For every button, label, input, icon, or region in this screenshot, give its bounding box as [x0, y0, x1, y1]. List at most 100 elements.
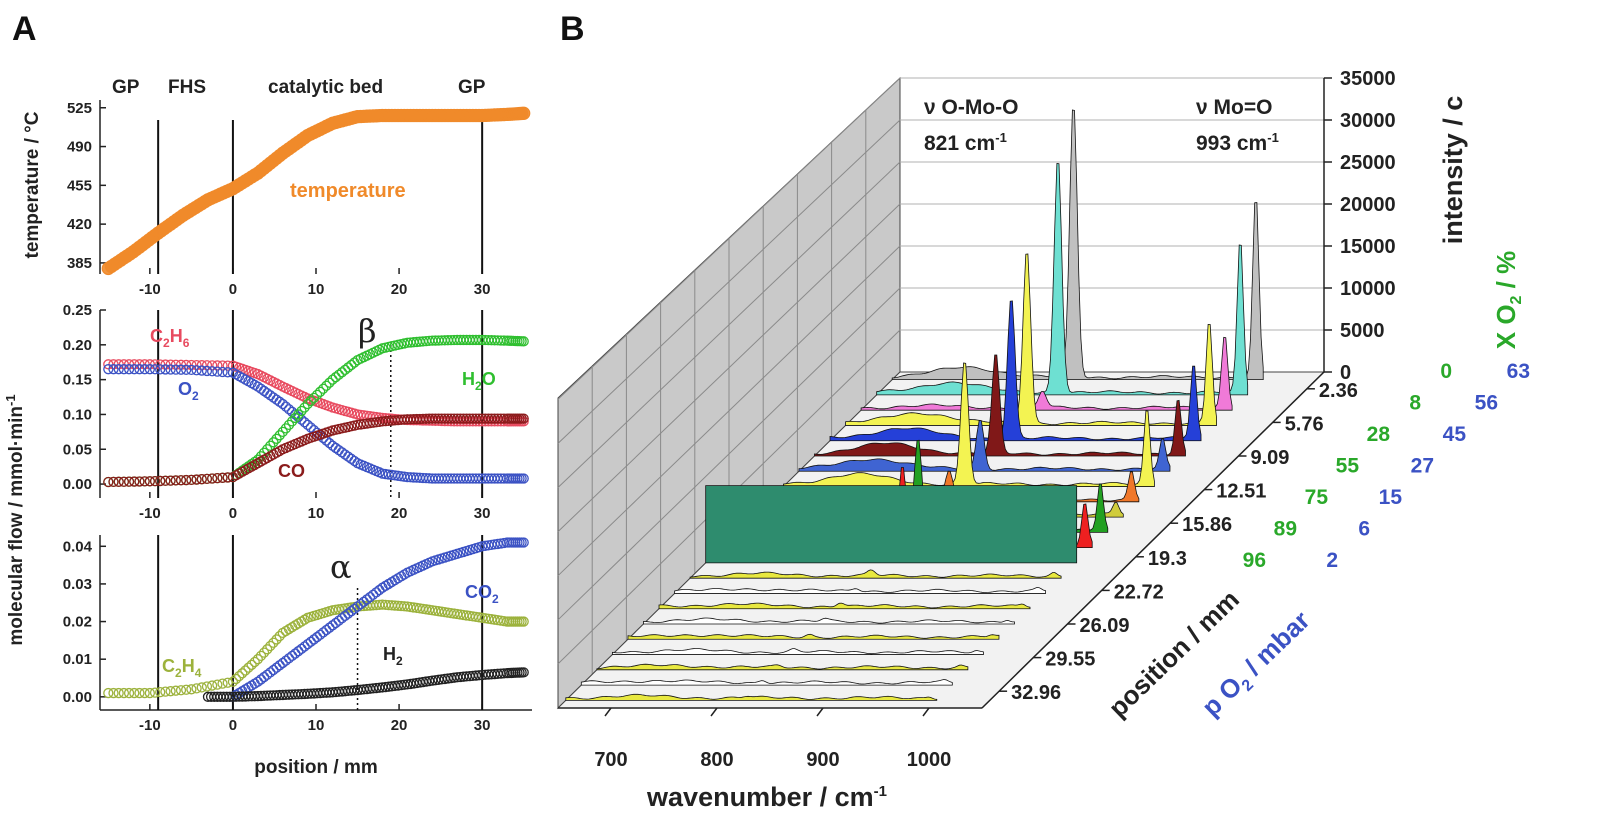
position-tick-label: 29.55 — [1045, 649, 1095, 671]
mo-value: 993 cm-1 — [1196, 130, 1279, 155]
data-point — [318, 383, 329, 394]
x-tick-label: 30 — [474, 281, 491, 298]
data-point — [212, 360, 223, 371]
series-c2h4 — [103, 599, 529, 699]
intensity-axis-label: intensity / c — [1438, 96, 1468, 245]
data-point — [123, 687, 135, 699]
y-tick-label: 0.01 — [63, 651, 92, 668]
middle-y-ticks: 0.00 0.05 0.10 0.15 0.20 0.25 — [63, 302, 106, 493]
data-point — [333, 444, 344, 456]
c2h6-label: C2H6 — [150, 326, 190, 350]
omo-annotation: ν O-Mo-O — [924, 96, 1019, 119]
spectrum-22 — [565, 693, 938, 701]
data-point — [149, 475, 161, 487]
series-h2 — [202, 667, 529, 702]
data-point — [283, 419, 295, 431]
data-point — [299, 417, 310, 428]
data-point — [255, 650, 267, 662]
data-point — [305, 395, 316, 407]
panel-label-b: B — [560, 10, 585, 48]
data-point — [186, 474, 197, 486]
data-point — [315, 386, 326, 397]
temperature-y-label: temperature / °C — [22, 111, 43, 258]
data-point — [118, 364, 130, 375]
data-point — [134, 364, 145, 375]
data-point — [186, 684, 197, 695]
data-point — [144, 476, 155, 487]
data-point — [518, 667, 529, 678]
intensity-tick-label: 15000 — [1340, 236, 1396, 258]
data-point — [207, 680, 218, 691]
data-point — [196, 682, 207, 693]
data-point — [212, 366, 223, 377]
wavenumber-tick — [604, 707, 612, 717]
data-point — [343, 451, 354, 462]
spectra-stack — [565, 109, 1264, 701]
x-tick-label: 0 — [229, 281, 237, 298]
middle-zone-lines — [157, 310, 484, 498]
data-point — [175, 475, 187, 486]
data-point — [290, 412, 301, 424]
data-point — [191, 683, 202, 694]
data-point — [181, 684, 192, 695]
data-point — [196, 474, 207, 485]
data-point — [134, 476, 145, 487]
wavenumber-tick — [710, 707, 718, 717]
data-point — [113, 364, 124, 375]
data-point — [290, 409, 301, 420]
spectrum-16 — [658, 602, 1031, 610]
panel-a: 385 420 455 490 525 -10 0 10 20 30 GP FHS cataly… — [3, 77, 532, 778]
data-point — [201, 360, 213, 371]
data-point — [258, 385, 270, 397]
data-point — [186, 364, 197, 376]
intensity-tick-label: 10000 — [1340, 278, 1396, 300]
x-tick-label: 0 — [229, 505, 237, 522]
data-point — [207, 473, 218, 484]
data-point — [201, 473, 213, 485]
data-point — [399, 569, 410, 580]
left-horizontal-grid-line — [557, 287, 901, 621]
data-point — [293, 409, 304, 420]
middle-points — [103, 334, 529, 488]
data-point — [207, 366, 218, 377]
data-point — [165, 475, 176, 486]
data-point — [155, 686, 166, 698]
data-point — [302, 419, 313, 431]
data-point — [113, 687, 124, 699]
y-tick-label: 0.00 — [63, 689, 92, 706]
zone-lines — [157, 120, 484, 274]
data-point — [170, 364, 181, 375]
xo2-value: 55 — [1336, 455, 1360, 478]
series-c2h6 — [103, 359, 529, 427]
data-point — [262, 644, 273, 655]
data-point — [336, 367, 348, 378]
data-point — [160, 364, 171, 375]
x-tick-label: -10 — [139, 717, 161, 734]
spectrum-18 — [627, 633, 1000, 640]
xo2-value: 28 — [1367, 423, 1391, 446]
wavenumber-tick-label: 1000 — [907, 749, 952, 771]
data-point — [123, 476, 135, 487]
data-point — [299, 614, 310, 625]
omo-value: 821 cm-1 — [924, 130, 1007, 155]
spectrum-4 — [845, 253, 1218, 426]
x-tick-label: 10 — [308, 281, 325, 298]
series-o2 — [103, 364, 529, 484]
bottom-zone-lines — [157, 535, 484, 710]
data-point — [149, 364, 161, 375]
spectrum-6 — [814, 354, 1186, 457]
y-tick-label: 0.00 — [63, 476, 92, 493]
position-tick-label: 22.72 — [1114, 581, 1164, 603]
wavenumber-ticks: 700 800 900 1000 — [594, 707, 952, 771]
data-point — [103, 687, 114, 699]
temperature-x-ticks: -10 0 10 20 30 — [139, 268, 490, 298]
data-point — [170, 475, 181, 486]
po2-value: 45 — [1443, 423, 1467, 446]
data-point — [129, 476, 140, 487]
xo2-value: 89 — [1274, 518, 1297, 541]
data-point — [217, 678, 228, 689]
data-point — [349, 455, 360, 467]
xo2-value: 75 — [1305, 486, 1329, 509]
left-horizontal-grid-line — [557, 161, 901, 488]
temperature-points — [101, 106, 531, 276]
